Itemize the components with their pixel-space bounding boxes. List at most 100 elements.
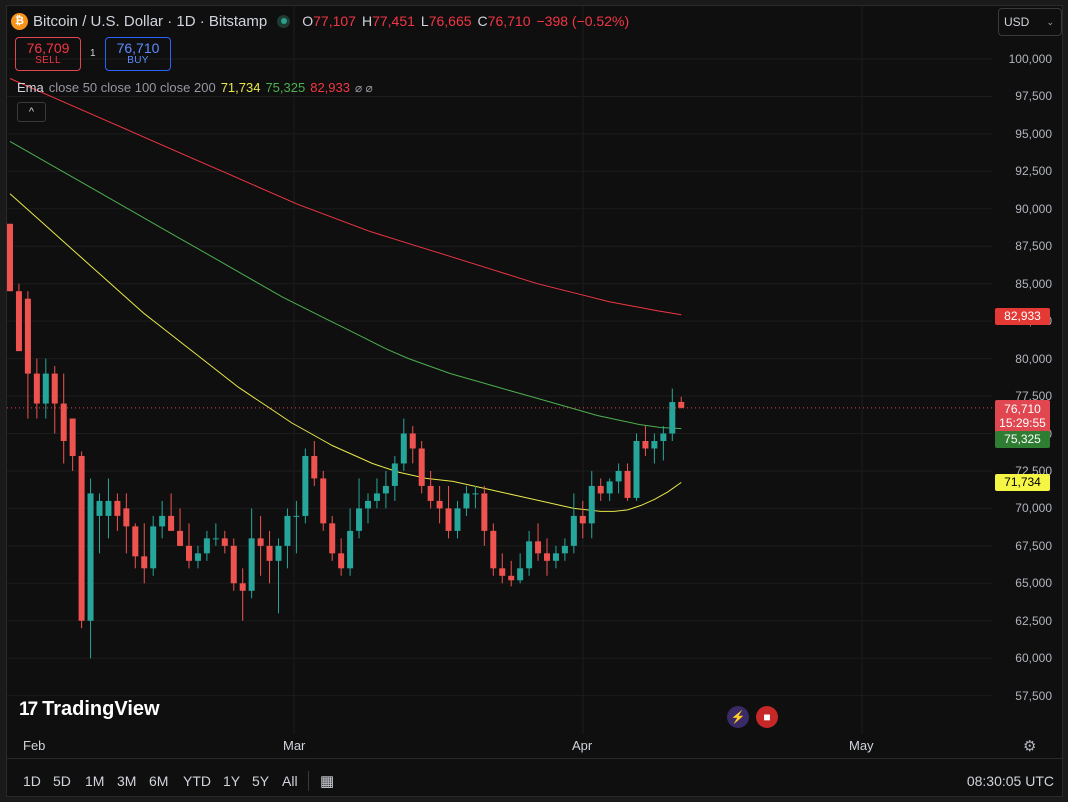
- candle-body: [96, 500, 103, 516]
- price-axis-label: 92,500: [1015, 164, 1052, 179]
- candle-body: [454, 508, 461, 531]
- visibility-icons[interactable]: ⌀ ⌀: [354, 80, 373, 95]
- candle-body: [87, 493, 94, 621]
- candle-body: [499, 568, 506, 576]
- tradingview-logo[interactable]: 17 TradingView: [19, 698, 160, 720]
- candle-body: [33, 373, 40, 404]
- symbol-title[interactable]: Bitcoin / U.S. Dollar · 1D · Bitstamp: [33, 12, 268, 30]
- tradingview-logo-icon: 17: [19, 698, 38, 720]
- candle-body: [186, 545, 192, 561]
- candle-body: [588, 485, 595, 524]
- candle-body: [526, 541, 533, 569]
- candle-body: [257, 538, 264, 546]
- candle-body: [463, 493, 470, 509]
- candle-body: [624, 470, 631, 498]
- range-all[interactable]: All: [282, 773, 298, 789]
- candle-body: [400, 433, 407, 464]
- candle-body: [409, 433, 416, 449]
- market-status-icon[interactable]: [277, 14, 291, 28]
- buy-button[interactable]: 76,710 BUY: [105, 37, 171, 71]
- range-ytd[interactable]: YTD: [183, 773, 211, 789]
- range-1y[interactable]: 1Y: [223, 773, 241, 789]
- ema100-price-tag: 75,325: [995, 431, 1050, 448]
- candle-body: [418, 448, 425, 486]
- sell-button[interactable]: 76,709 SELL: [15, 37, 81, 71]
- candle-body: [42, 373, 49, 404]
- collapse-legend-button[interactable]: ^: [17, 102, 46, 122]
- candle-body: [669, 402, 676, 434]
- candle-body: [311, 455, 318, 479]
- candle-body: [212, 538, 219, 540]
- gear-icon[interactable]: ⚙: [1023, 738, 1037, 755]
- price-axis-label: 70,000: [1015, 501, 1052, 516]
- chart-grid: [7, 6, 992, 734]
- lightning-icon[interactable]: ⚡: [727, 706, 749, 728]
- bitcoin-icon: ₿: [11, 12, 28, 30]
- candle-body: [445, 508, 452, 531]
- candle-body: [51, 373, 58, 404]
- candle-body: [338, 553, 345, 569]
- toolbar-divider: [308, 771, 309, 791]
- candle-body: [69, 418, 76, 456]
- price-axis-label: 77,500: [1015, 389, 1052, 404]
- price-axis-label: 65,000: [1015, 576, 1052, 591]
- candle-body: [544, 553, 550, 561]
- ema50-value: 71,734: [220, 80, 261, 95]
- candle-body: [132, 526, 139, 557]
- spread-value: 1: [90, 48, 96, 59]
- symbol-header[interactable]: ₿ Bitcoin / U.S. Dollar · 1D · Bitstamp …: [7, 10, 629, 32]
- candle-body: [633, 440, 640, 498]
- range-1m[interactable]: 1M: [85, 773, 105, 789]
- us-flag-icon[interactable]: ■: [756, 706, 778, 728]
- ema200-price-tag: 82,933: [995, 308, 1050, 325]
- candle-body: [365, 500, 371, 509]
- currency-select[interactable]: USD ⌄: [998, 8, 1062, 36]
- candle-body: [481, 493, 488, 531]
- candle-body: [373, 493, 380, 501]
- ema50-line: [9, 193, 682, 512]
- candle-body: [427, 485, 434, 501]
- chevron-down-icon: ⌄: [1046, 16, 1054, 27]
- range-5y[interactable]: 5Y: [252, 773, 270, 789]
- candle-body: [490, 530, 497, 569]
- ema100-value: 75,325: [265, 80, 306, 95]
- range-3m[interactable]: 3M: [117, 773, 137, 789]
- candle-body: [24, 298, 31, 374]
- time-label-may: May: [849, 738, 874, 753]
- candle-body: [221, 538, 228, 546]
- price-axis-label: 95,000: [1015, 126, 1052, 141]
- candle-body: [660, 433, 667, 441]
- utc-clock[interactable]: 08:30:05 UTC: [966, 773, 1054, 789]
- candle-body: [597, 485, 604, 494]
- price-chart[interactable]: [7, 6, 1062, 796]
- candle-body: [347, 530, 354, 569]
- chevron-up-icon: ^: [28, 106, 35, 118]
- current-price-tag: 76,710 15:29:55: [995, 400, 1050, 433]
- time-label-apr: Apr: [572, 738, 593, 753]
- candle-body: [168, 515, 175, 531]
- candle-body: [105, 500, 112, 516]
- candle-body: [159, 515, 166, 527]
- ema100-line: [9, 140, 682, 430]
- candle-body: [517, 568, 524, 581]
- range-1d[interactable]: 1D: [23, 773, 41, 789]
- range-6m[interactable]: 6M: [149, 773, 169, 789]
- price-axis-label: 85,000: [1015, 276, 1052, 291]
- price-change: −398 (−0.52%): [536, 13, 630, 29]
- candle-body: [177, 530, 184, 546]
- candle-body: [266, 545, 273, 561]
- price-axis-label: 90,000: [1015, 201, 1052, 216]
- candle-body: [329, 523, 336, 554]
- candle-body: [356, 508, 363, 531]
- candle-body: [293, 515, 300, 517]
- time-label-feb: Feb: [23, 738, 46, 753]
- candle-body: [535, 541, 542, 554]
- candle-body: [320, 478, 327, 524]
- ema-lines: [9, 78, 682, 512]
- range-5d[interactable]: 5D: [53, 773, 71, 789]
- ema-indicator-legend[interactable]: Ema close 50 close 100 close 200 71,734 …: [17, 80, 373, 95]
- price-axis-label: 57,500: [1015, 688, 1052, 703]
- candle-body: [284, 515, 291, 546]
- candle-body: [194, 553, 201, 561]
- calendar-icon[interactable]: ▦: [320, 773, 335, 790]
